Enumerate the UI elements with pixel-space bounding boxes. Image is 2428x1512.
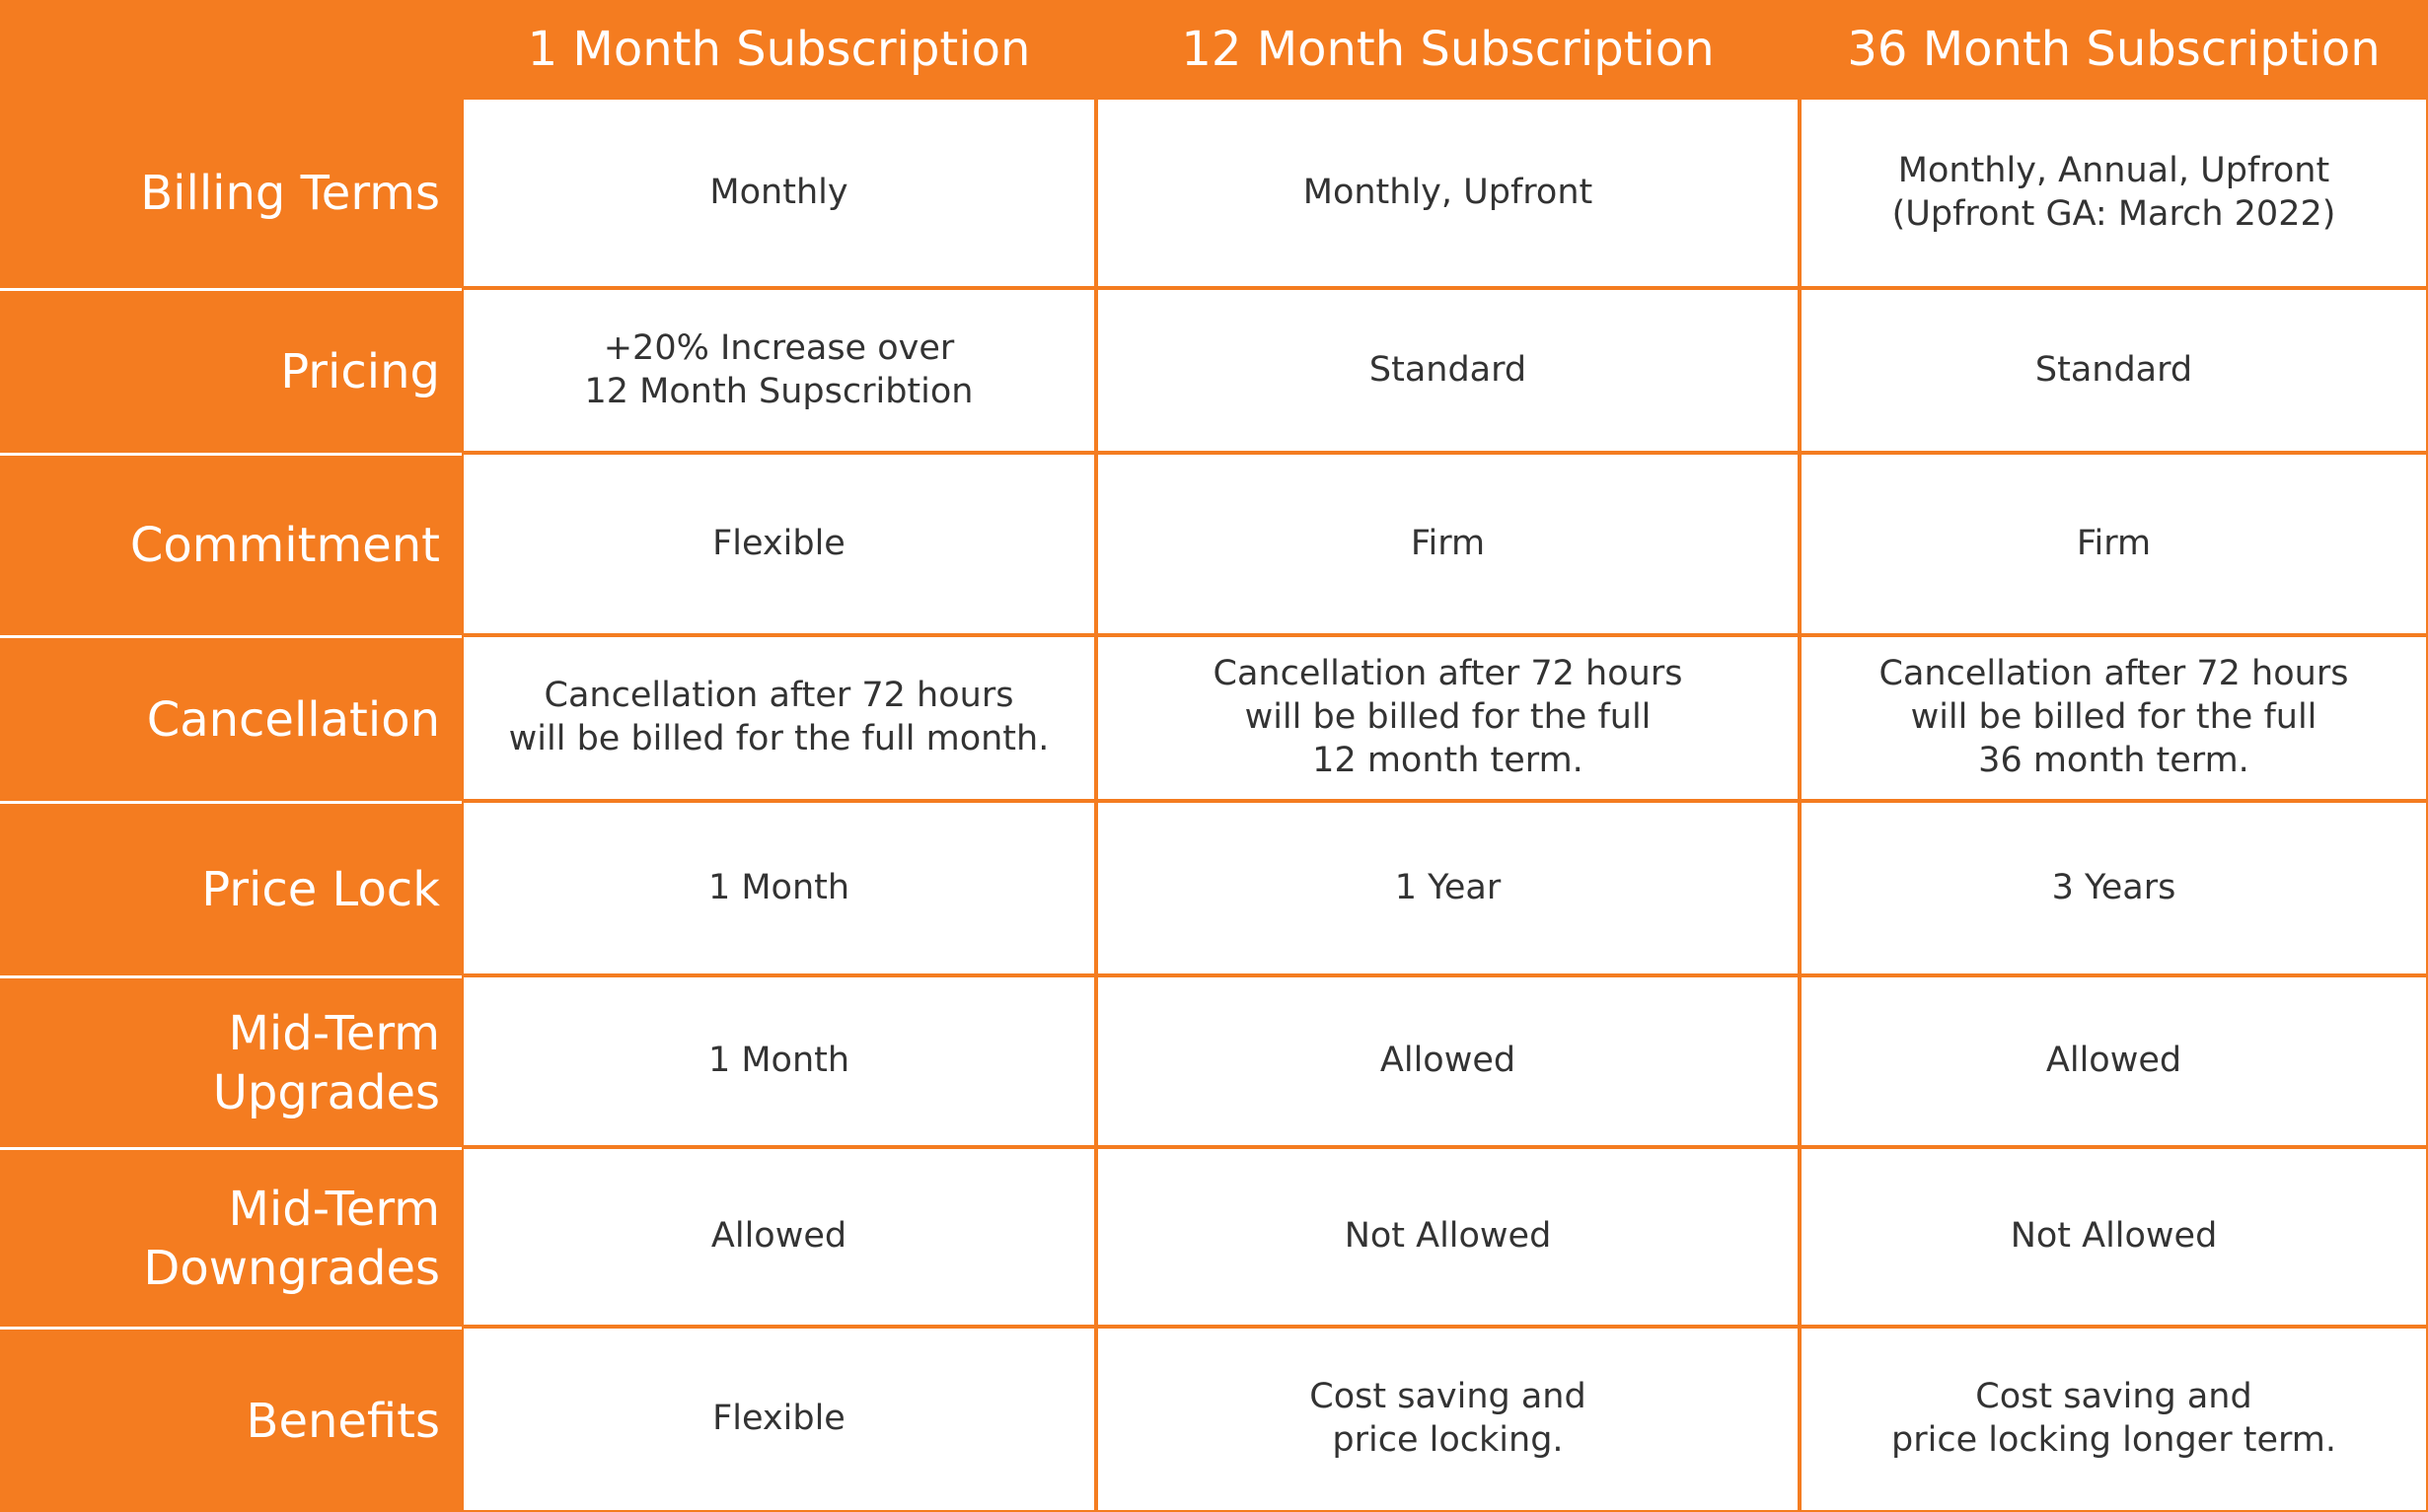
table-cell: 1 Year	[1098, 803, 1798, 973]
table-cell: Standard	[1098, 290, 1798, 451]
table-cell: Cancellation after 72 hours will be bill…	[1098, 637, 1798, 799]
table-cell: Monthly	[464, 100, 1094, 286]
table-cell: Monthly, Annual, Upfront (Upfront GA: Ma…	[1802, 100, 2426, 286]
row-label: Pricing	[0, 288, 462, 453]
table-cell: 1 Month	[464, 977, 1094, 1145]
table-cell: Allowed	[1802, 977, 2426, 1145]
table-cell: Allowed	[464, 1149, 1094, 1325]
row-label: Mid-Term Downgrades	[0, 1147, 462, 1327]
table-cell: Standard	[1802, 290, 2426, 451]
column-header: 1 Month Subscription	[527, 21, 1031, 77]
row-label: Mid-Term Upgrades	[0, 975, 462, 1147]
table-cell: Firm	[1098, 455, 1798, 633]
row-label: Billing Terms	[140, 165, 440, 221]
row-label: Cancellation	[0, 635, 462, 801]
row-label: Commitment	[0, 453, 462, 635]
table-cell: Cancellation after 72 hours will be bill…	[1802, 637, 2426, 799]
table-cell: Allowed	[1098, 977, 1798, 1145]
table-cell: Not Allowed	[1802, 1149, 2426, 1325]
table-cell: 3 Years	[1802, 803, 2426, 973]
table-cell: Cost saving and price locking longer ter…	[1802, 1329, 2426, 1510]
corner	[0, 0, 462, 98]
row-label: Benefits	[0, 1327, 462, 1512]
column-header: 12 Month Subscription	[1181, 21, 1715, 77]
row-label: Price Lock	[0, 801, 462, 975]
table-cell: Flexible	[464, 455, 1094, 633]
table-cell: Cancellation after 72 hours will be bill…	[464, 637, 1094, 799]
table-cell: Not Allowed	[1098, 1149, 1798, 1325]
table-cell: 1 Month	[464, 803, 1094, 973]
table-cell: Cost saving and price locking.	[1098, 1329, 1798, 1510]
table-cell: Monthly, Upfront	[1098, 100, 1798, 286]
column-header: 36 Month Subscription	[1847, 21, 2381, 77]
table-cell: +20% Increase over 12 Month Supscribtion	[464, 290, 1094, 451]
table-cell: Flexible	[464, 1329, 1094, 1510]
table-cell: Firm	[1802, 455, 2426, 633]
